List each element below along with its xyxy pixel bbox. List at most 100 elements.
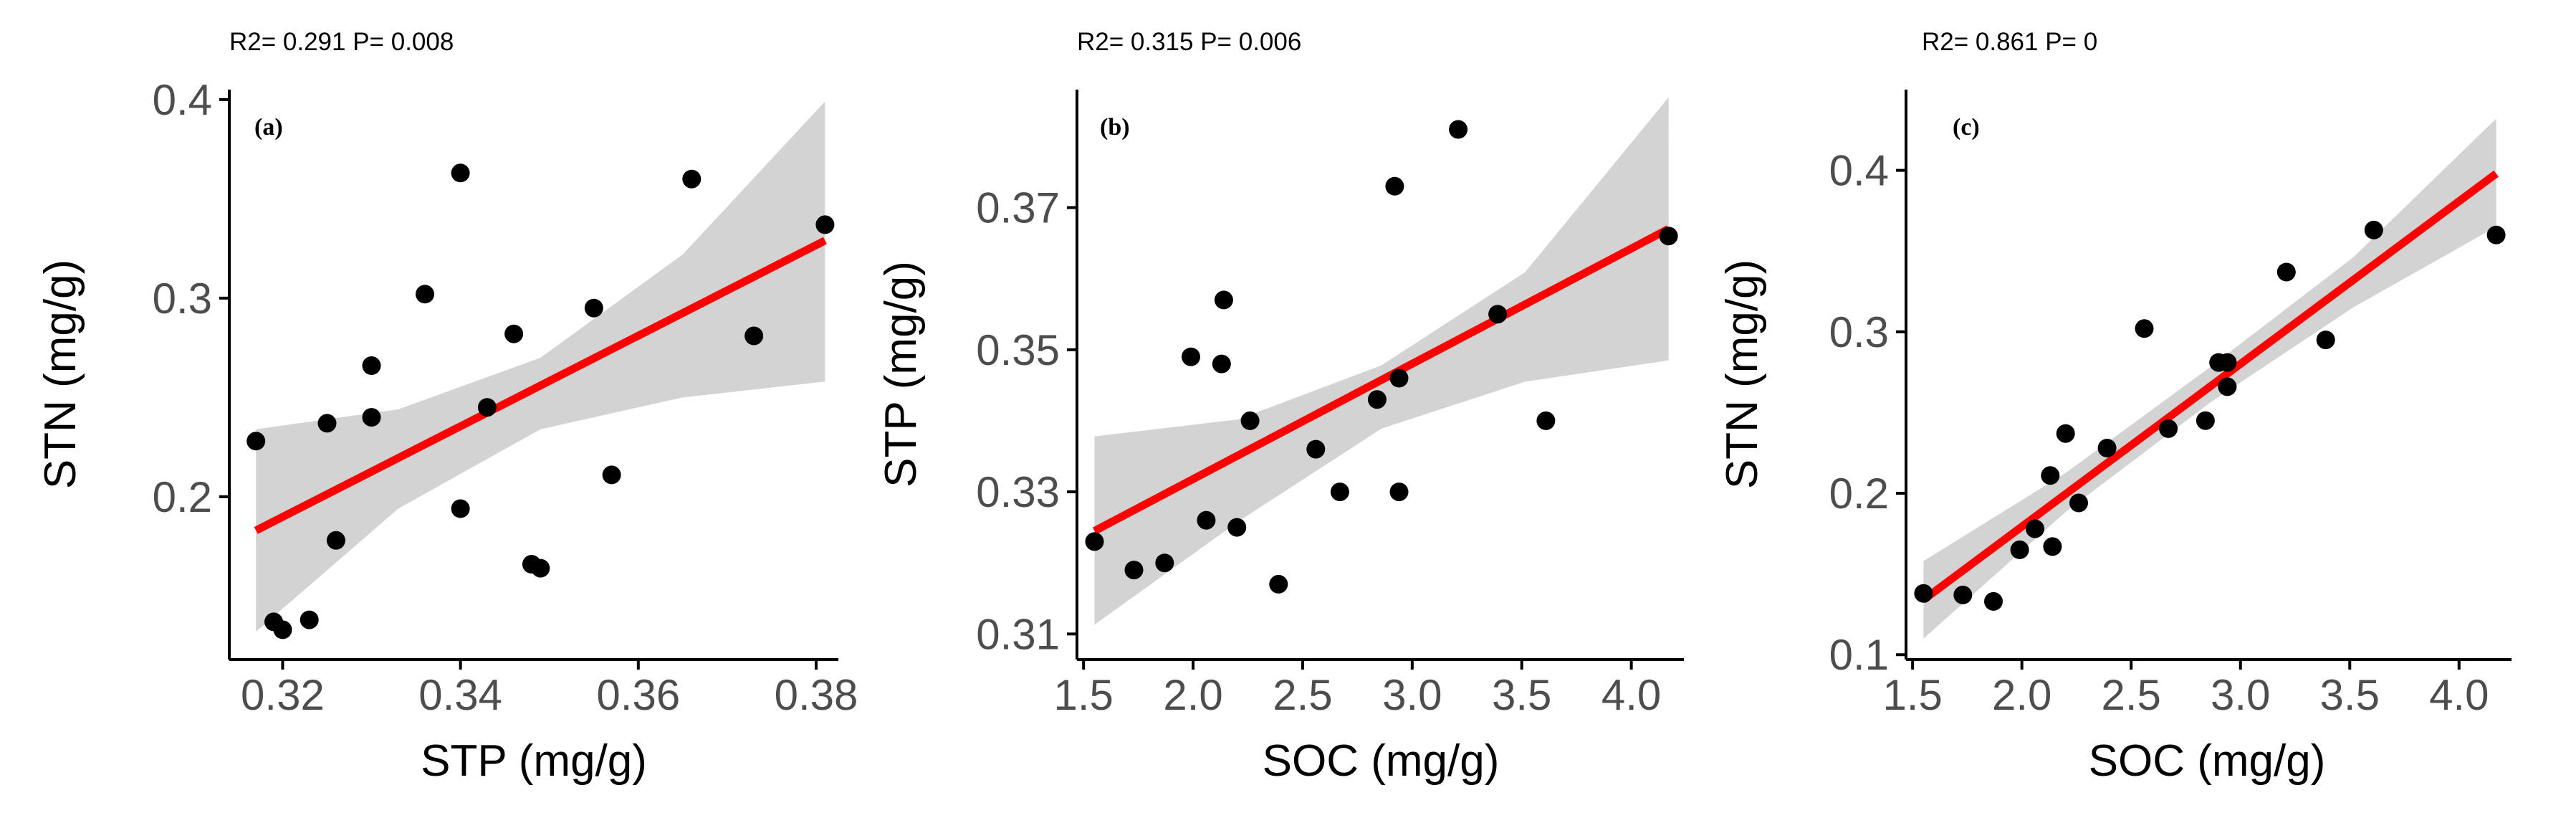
data-point-c-11 — [2135, 319, 2154, 338]
x-axis-title-a: STP (mg/g) — [421, 736, 647, 786]
data-point-a-20 — [815, 215, 835, 234]
data-point-a-6 — [326, 531, 345, 550]
data-points-c — [1914, 220, 2506, 611]
y-ticks-a: 0.2 0.3 0.4 — [153, 76, 229, 521]
data-point-b-6 — [1212, 354, 1231, 374]
data-point-a-12 — [477, 398, 497, 417]
regression-line — [254, 237, 827, 534]
y-tick-label: 0.35 — [976, 326, 1060, 374]
x-tick-label: 2.5 — [2101, 671, 2160, 719]
x-tick-label: 3.0 — [1382, 671, 1442, 719]
panel-label-c: (c) — [1953, 114, 1980, 141]
data-point-a-7 — [362, 356, 381, 375]
data-point-a-4 — [300, 610, 319, 629]
x-tick-label: 4.0 — [2429, 671, 2489, 719]
y-ticks-c: 0.1 0.2 0.3 0.4 — [1829, 147, 1906, 679]
y-axis-title-b: STP (mg/g) — [876, 261, 926, 488]
data-point-b-9 — [1240, 411, 1260, 430]
fit-line-a — [254, 237, 827, 534]
data-point-b-5 — [1197, 510, 1216, 530]
stats-text-c: R2= 0.861 P= 0 — [1922, 28, 2097, 56]
y-ticks-b: 0.31 0.33 0.35 0.37 — [976, 184, 1077, 658]
x-tick-label: 3.0 — [2211, 671, 2270, 719]
stats-text-a: R2= 0.291 P= 0.008 — [229, 28, 454, 56]
x-ticks-b: 1.5 2.0 2.5 3.0 3.5 4.0 — [1053, 660, 1661, 719]
x-tick-label: 3.5 — [1492, 671, 1551, 719]
data-point-c-20 — [2486, 225, 2506, 244]
data-point-c-19 — [2364, 220, 2383, 239]
data-point-a-13 — [504, 324, 524, 343]
data-point-c-15 — [2218, 353, 2237, 372]
data-point-c-16 — [2218, 377, 2237, 396]
x-tick-label: 3.5 — [2320, 671, 2380, 719]
data-point-b-17 — [1449, 120, 1468, 139]
data-point-b-4 — [1182, 347, 1200, 366]
panel-b: R2= 0.315 P= 0.006 1.5 2.0 2.5 3.0 3.5 4.0 0.… — [876, 28, 1684, 786]
x-tick-label: 4.0 — [1601, 671, 1661, 719]
x-tick-label: 2.0 — [1163, 671, 1222, 719]
data-point-c-9 — [2069, 493, 2088, 513]
data-point-b-2 — [1124, 561, 1144, 580]
data-point-a-11 — [451, 499, 470, 518]
y-tick-label: 0.31 — [976, 610, 1060, 658]
data-point-b-16 — [1389, 482, 1409, 502]
regression-line — [1921, 170, 2499, 604]
data-point-a-3 — [273, 620, 292, 639]
y-axis-title-a: STN (mg/g) — [36, 260, 85, 489]
panel-label-a: (a) — [254, 114, 283, 141]
data-point-b-12 — [1330, 482, 1349, 502]
x-tick-label: 1.5 — [1053, 671, 1113, 719]
x-tick-label: 0.34 — [418, 671, 502, 719]
x-axis-title-c: SOC (mg/g) — [2089, 736, 2326, 786]
fit-line-c — [1921, 170, 2499, 604]
data-point-a-16 — [584, 298, 603, 318]
data-point-c-1 — [1914, 584, 1933, 603]
y-tick-label: 0.33 — [976, 468, 1060, 516]
data-point-c-5 — [2026, 519, 2044, 538]
data-point-b-7 — [1214, 290, 1233, 310]
data-point-c-7 — [2043, 537, 2062, 556]
data-point-a-15 — [531, 558, 550, 578]
x-tick-label: 0.38 — [775, 671, 858, 719]
data-point-b-18 — [1488, 305, 1508, 324]
data-point-b-11 — [1306, 439, 1326, 459]
x-axis-title-b: SOC (mg/g) — [1263, 736, 1500, 786]
data-point-c-10 — [2097, 439, 2117, 457]
y-axis-title-c: STN (mg/g) — [1718, 260, 1767, 489]
panel-a: R2= 0.291 P= 0.008 0.32 0.34 0.36 0.38 0.20… — [36, 28, 858, 786]
data-point-c-17 — [2276, 262, 2296, 282]
data-point-c-8 — [2056, 424, 2075, 443]
data-points-a — [246, 163, 835, 639]
x-tick-label: 2.5 — [1273, 671, 1332, 719]
y-tick-label: 0.2 — [153, 473, 212, 521]
data-point-c-6 — [2041, 466, 2060, 485]
x-tick-label: 0.32 — [241, 671, 325, 719]
y-tick-label: 0.37 — [976, 184, 1060, 232]
data-point-b-8 — [1227, 518, 1247, 537]
data-points-b — [1085, 120, 1678, 594]
data-point-c-18 — [2316, 330, 2335, 350]
x-tick-label: 1.5 — [1882, 671, 1942, 719]
stats-text-b: R2= 0.315 P= 0.006 — [1077, 28, 1301, 56]
confidence-band-area — [256, 101, 825, 632]
data-point-a-5 — [317, 414, 337, 433]
y-tick-label: 0.4 — [153, 76, 212, 124]
y-tick-label: 0.3 — [153, 275, 212, 323]
data-point-c-12 — [2159, 419, 2178, 438]
data-point-b-10 — [1269, 574, 1288, 594]
regression-line — [1092, 225, 1671, 535]
data-point-c-4 — [2010, 540, 2029, 559]
panel-c: R2= 0.861 P= 0 1.5 2.0 2.5 3.0 3.5 4.0 0.1 0.2… — [1718, 28, 2512, 786]
x-ticks-c: 1.5 2.0 2.5 3.0 3.5 4.0 — [1882, 660, 2489, 719]
confidence-band-b — [1094, 97, 1669, 625]
data-point-a-18 — [682, 169, 702, 189]
data-point-b-13 — [1367, 390, 1387, 409]
confidence-band-c — [1923, 118, 2496, 639]
data-point-a-10 — [451, 163, 470, 183]
y-tick-label: 0.3 — [1829, 308, 1889, 356]
data-point-b-20 — [1659, 227, 1678, 246]
data-point-b-1 — [1085, 532, 1104, 551]
y-tick-label: 0.2 — [1829, 470, 1889, 518]
data-point-c-13 — [2196, 411, 2215, 430]
